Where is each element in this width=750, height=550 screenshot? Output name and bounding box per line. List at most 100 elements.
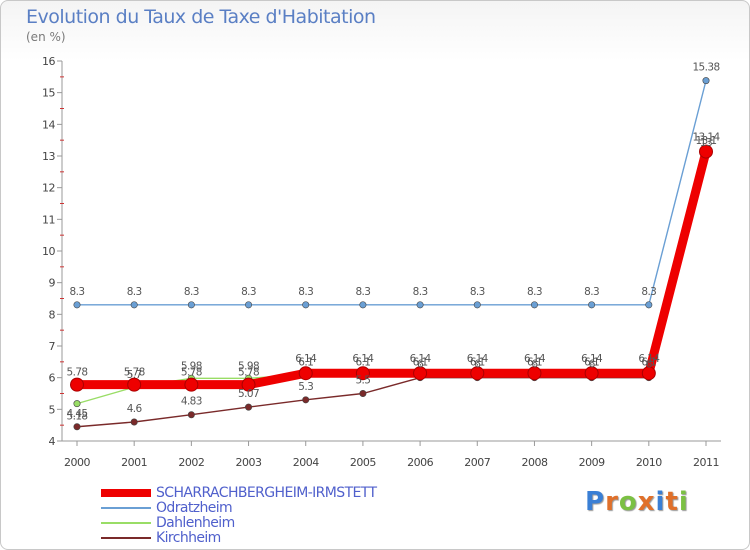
data-point [527,366,542,381]
data-point [73,423,81,431]
data-label: 13 [700,137,712,149]
data-point [298,366,313,381]
logo-letter: i [655,487,666,517]
data-label: 6.14 [467,353,489,365]
x-tick-label: 2004 [293,456,319,469]
data-point [127,377,142,392]
data-label: 15.38 [692,62,719,74]
data-label: 13.1 [696,135,717,147]
data-label: 8.3 [184,286,199,298]
data-label: 5.78 [181,367,202,379]
data-point [187,301,195,309]
y-tick-label: 15 [42,87,55,100]
data-label: 4.83 [181,396,202,408]
data-label: 5.18 [67,411,88,423]
data-point [641,366,656,381]
legend-swatch [101,506,151,509]
data-point [302,396,310,404]
y-tick-label: 10 [42,245,55,258]
x-tick-label: 2008 [521,456,547,469]
data-point [245,301,253,309]
data-label: 6.1 [413,357,428,369]
data-label: 6.14 [410,353,432,365]
legend-swatch [101,488,151,497]
logo-letter: r [605,487,619,517]
series-line-2 [76,152,707,405]
series-line-1 [76,79,707,306]
data-point [187,411,195,419]
data-label: 5.98 [238,360,259,372]
data-label: 8.3 [70,286,85,298]
y-tick-label: 16 [42,55,55,68]
legend-label: Dahlenheim [156,514,235,531]
data-point [416,301,424,309]
data-label: 8.3 [527,286,542,298]
data-label: 6 [417,359,424,371]
data-label: 4.6 [127,403,143,415]
data-point [241,377,256,392]
data-point [359,389,367,397]
chart-subtitle: (en %) [26,30,66,44]
data-label: 6 [474,359,481,371]
legend-item: SCHARRACHBERGHEIM-IRMSTETT [101,484,377,501]
x-tick-label: 2010 [636,456,662,469]
logo-letter: t [665,487,679,517]
data-point [470,366,485,381]
data-label: 13.14 [692,132,720,144]
data-point [645,301,653,309]
y-tick-label: 8 [49,308,56,321]
data-label: 8.3 [470,286,485,298]
data-point [184,377,199,392]
y-tick-label: 5 [49,403,56,416]
logo-letter: P [585,487,606,517]
y-tick-label: 11 [42,213,55,226]
legend-item: Odratzheim [101,499,376,516]
data-label: 4.45 [67,408,88,420]
legend-label: Kirchheim [156,529,221,546]
y-tick-label: 4 [49,435,56,448]
data-point [73,301,81,309]
data-point [702,77,710,85]
data-point [245,403,253,411]
data-label: 5.78 [238,367,259,379]
data-label: 5.7 [127,369,142,381]
logo-letter: x [637,487,656,517]
legend-label: SCHARRACHBERGHEIM-IRMSTETT [156,484,377,501]
x-tick-label: 2006 [407,456,433,469]
legend-swatch [101,536,151,539]
y-tick-label: 12 [42,182,55,195]
data-label: 8.3 [413,286,428,298]
data-label: 6.14 [352,353,374,365]
proxiti-logo: Proxiti [585,487,689,517]
data-label: 6.14 [581,353,603,365]
data-label: 6.14 [524,353,546,365]
data-label: 6.14 [638,353,660,365]
data-point [73,400,81,408]
data-label: 6.1 [641,357,656,369]
data-label: 8.3 [298,286,313,298]
data-point [355,366,370,381]
x-tick-label: 2011 [693,456,719,469]
data-point [302,301,310,309]
legend-item: Kirchheim [101,529,376,546]
data-point [584,366,599,381]
data-point [130,301,138,309]
x-tick-label: 2005 [350,456,376,469]
legend-swatch [101,521,151,524]
legend-label: Odratzheim [156,499,233,516]
x-tick-label: 2000 [64,456,90,469]
y-tick-label: 9 [49,277,56,290]
data-label: 5.3 [298,381,313,393]
x-tick-label: 2009 [579,456,605,469]
data-label: 8.3 [241,286,256,298]
data-label: 6.1 [355,357,370,369]
data-label: 5.5 [355,375,370,387]
data-point [530,301,538,309]
y-tick-label: 14 [42,118,55,131]
series-line-0 [72,147,711,390]
data-label: 8.3 [127,286,142,298]
chart-title: Evolution du Taux de Taxe d'Habitation [26,6,376,28]
data-point [413,366,428,381]
y-tick-label: 6 [49,372,56,385]
